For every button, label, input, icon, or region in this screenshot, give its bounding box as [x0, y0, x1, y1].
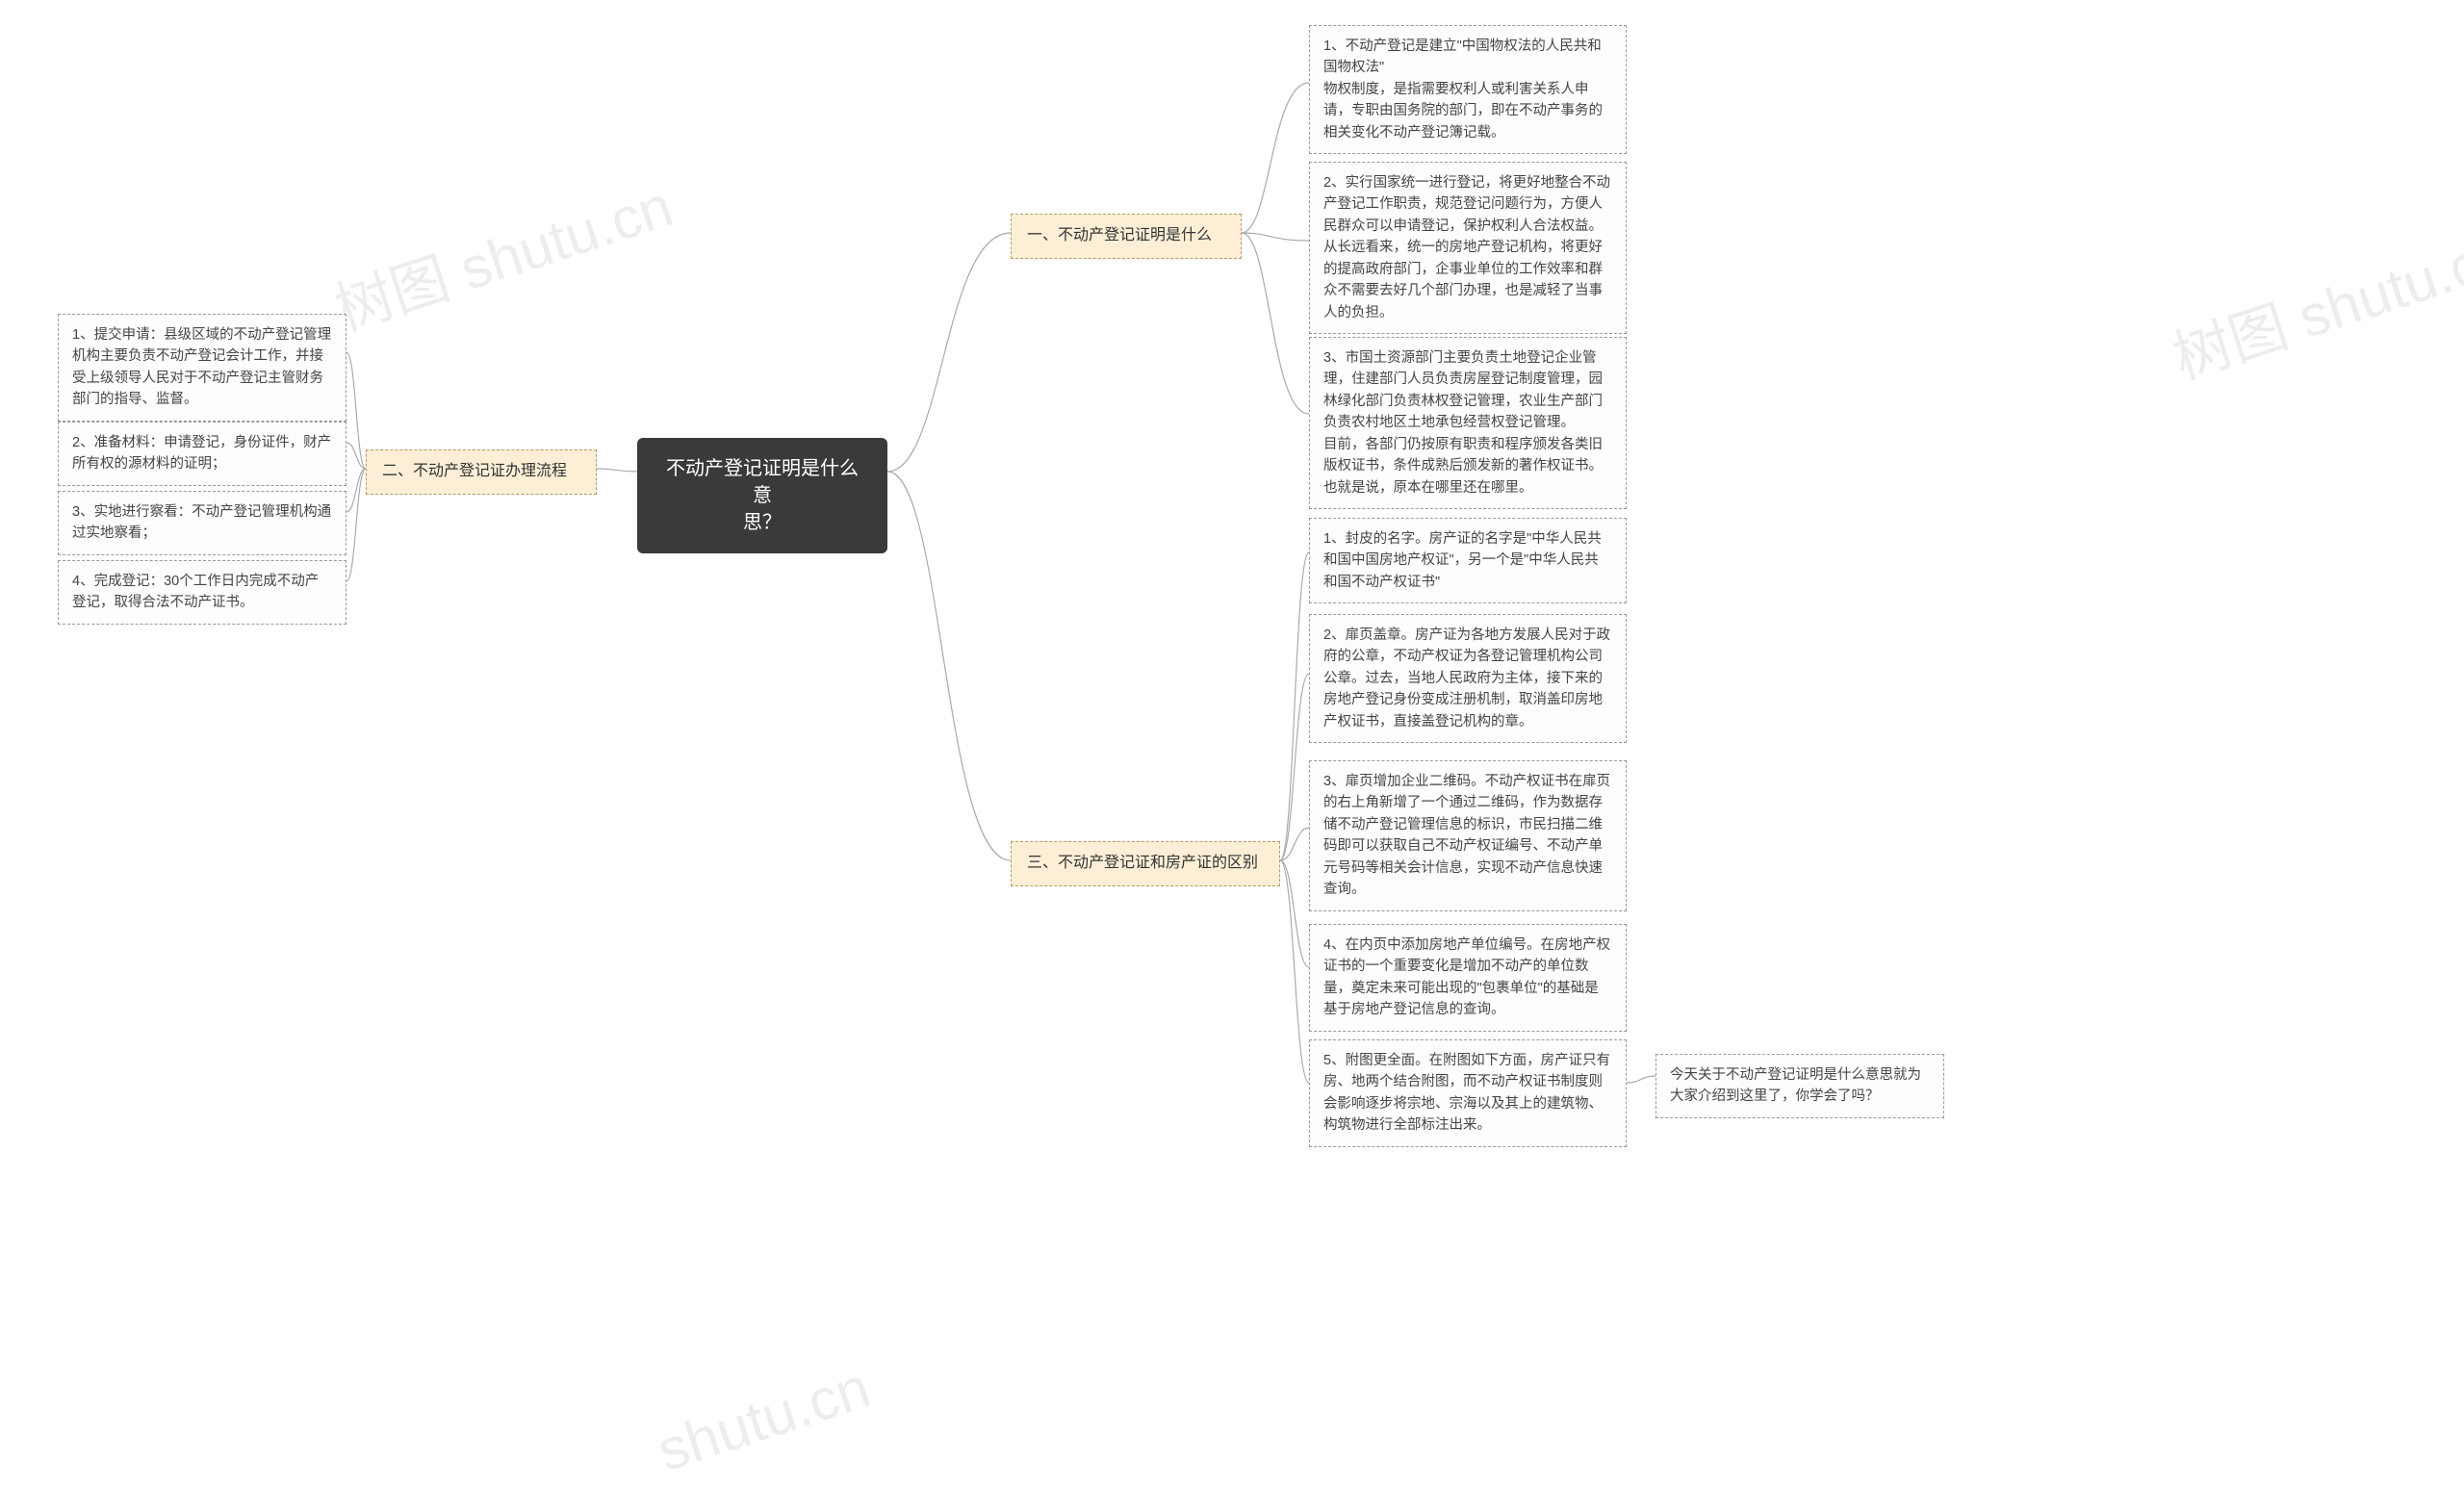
leaf-node[interactable]: 2、扉页盖章。房产证为各地方发展人民对于政府的公章，不动产权证为各登记管理机构公…: [1309, 614, 1627, 743]
branch-node-1[interactable]: 一、不动产登记证明是什么: [1011, 214, 1242, 259]
branch-node-2[interactable]: 二、不动产登记证办理流程: [366, 449, 597, 495]
leaf-node[interactable]: 2、实行国家统一进行登记，将更好地整合不动产登记工作职责，规范登记问题行为，方便…: [1309, 162, 1627, 334]
leaf-node[interactable]: 1、不动产登记是建立"中国物权法的人民共和国物权法" 物权制度，是指需要权利人或…: [1309, 25, 1627, 154]
leaf-node[interactable]: 4、在内页中添加房地产单位编号。在房地产权证书的一个重要变化是增加不动产的单位数…: [1309, 924, 1627, 1032]
leaf-node[interactable]: 2、准备材料：申请登记，身份证件，财产所有权的源材料的证明；: [58, 422, 346, 486]
watermark: 树图 shutu.cn: [322, 160, 681, 347]
leaf-node-child[interactable]: 今天关于不动产登记证明是什么意思就为大家介绍到这里了，你学会了吗？: [1656, 1054, 1944, 1118]
leaf-node[interactable]: 1、提交申请：县级区域的不动产登记管理机构主要负责不动产登记会计工作，并接受上级…: [58, 314, 346, 422]
leaf-node[interactable]: 3、扉页增加企业二维码。不动产权证书在扉页的右上角新增了一个通过二维码，作为数据…: [1309, 760, 1627, 911]
branch-node-3[interactable]: 三、不动产登记证和房产证的区别: [1011, 841, 1280, 886]
leaf-node[interactable]: 1、封皮的名字。房产证的名字是"中华人民共和国中国房地产权证"，另一个是"中华人…: [1309, 518, 1627, 603]
leaf-node[interactable]: 3、实地进行察看：不动产登记管理机构通过实地察看；: [58, 491, 346, 555]
leaf-node[interactable]: 4、完成登记：30个工作日内完成不动产登记，取得合法不动产证书。: [58, 560, 346, 625]
leaf-node[interactable]: 3、市国土资源部门主要负责土地登记企业管理，住建部门人员负责房屋登记制度管理，园…: [1309, 337, 1627, 509]
root-node[interactable]: 不动产登记证明是什么意 思？: [637, 438, 887, 553]
mindmap-canvas: 树图 shutu.cn shutu.cn 树图 shutu.cn 不动产登记证明…: [0, 0, 2464, 1485]
leaf-node[interactable]: 5、附图更全面。在附图如下方面，房产证只有房、地两个结合附图，而不动产权证书制度…: [1309, 1039, 1627, 1147]
watermark: 树图 shutu.cn: [2161, 208, 2464, 396]
watermark: shutu.cn: [650, 1354, 878, 1485]
